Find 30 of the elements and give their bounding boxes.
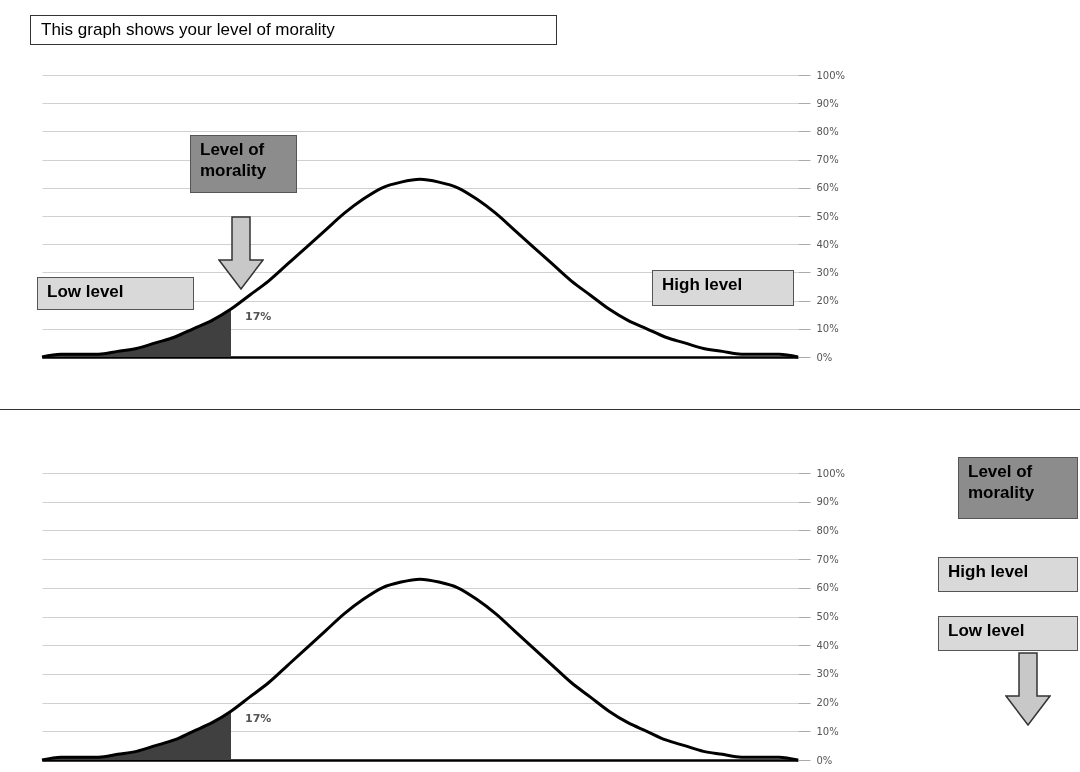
y-tick-label: 20% xyxy=(816,697,839,709)
data-label: 17% xyxy=(245,310,272,324)
y-tick-label: 70% xyxy=(816,154,839,166)
y-tick-label: 30% xyxy=(816,266,839,278)
y-tick-label: 30% xyxy=(816,668,839,680)
y-tick-label: 50% xyxy=(816,210,839,222)
text: Level of morality xyxy=(967,461,1036,505)
y-tick-label: 100% xyxy=(816,69,846,81)
chart-title: This graph shows your level of morality xyxy=(30,15,557,45)
y-tick-label: 10% xyxy=(816,323,839,335)
y-tick-label: 50% xyxy=(816,611,839,622)
y-tick-label: 20% xyxy=(816,295,839,307)
text: Low level xyxy=(947,620,1026,642)
y-tick-label: 80% xyxy=(816,524,839,536)
y-tick-label: 0% xyxy=(816,754,833,766)
y-tick-label: 90% xyxy=(816,97,839,109)
y-tick-label: 70% xyxy=(816,553,839,565)
data-label: 17% xyxy=(245,712,272,726)
y-tick-label: 60% xyxy=(816,582,839,594)
y-tick-label: 40% xyxy=(816,238,839,250)
annotation: Level of morality xyxy=(199,139,268,183)
y-tick-label: 80% xyxy=(816,125,839,137)
y-tick-label: 60% xyxy=(816,182,839,194)
text: High level xyxy=(947,561,1030,583)
annotation: High level xyxy=(661,274,744,296)
y-tick-label: 40% xyxy=(816,639,839,651)
y-tick-label: 100% xyxy=(816,467,846,479)
y-tick-label: 0% xyxy=(816,351,833,363)
y-tick-label: 10% xyxy=(816,725,839,737)
y-tick-label: 90% xyxy=(816,496,839,508)
